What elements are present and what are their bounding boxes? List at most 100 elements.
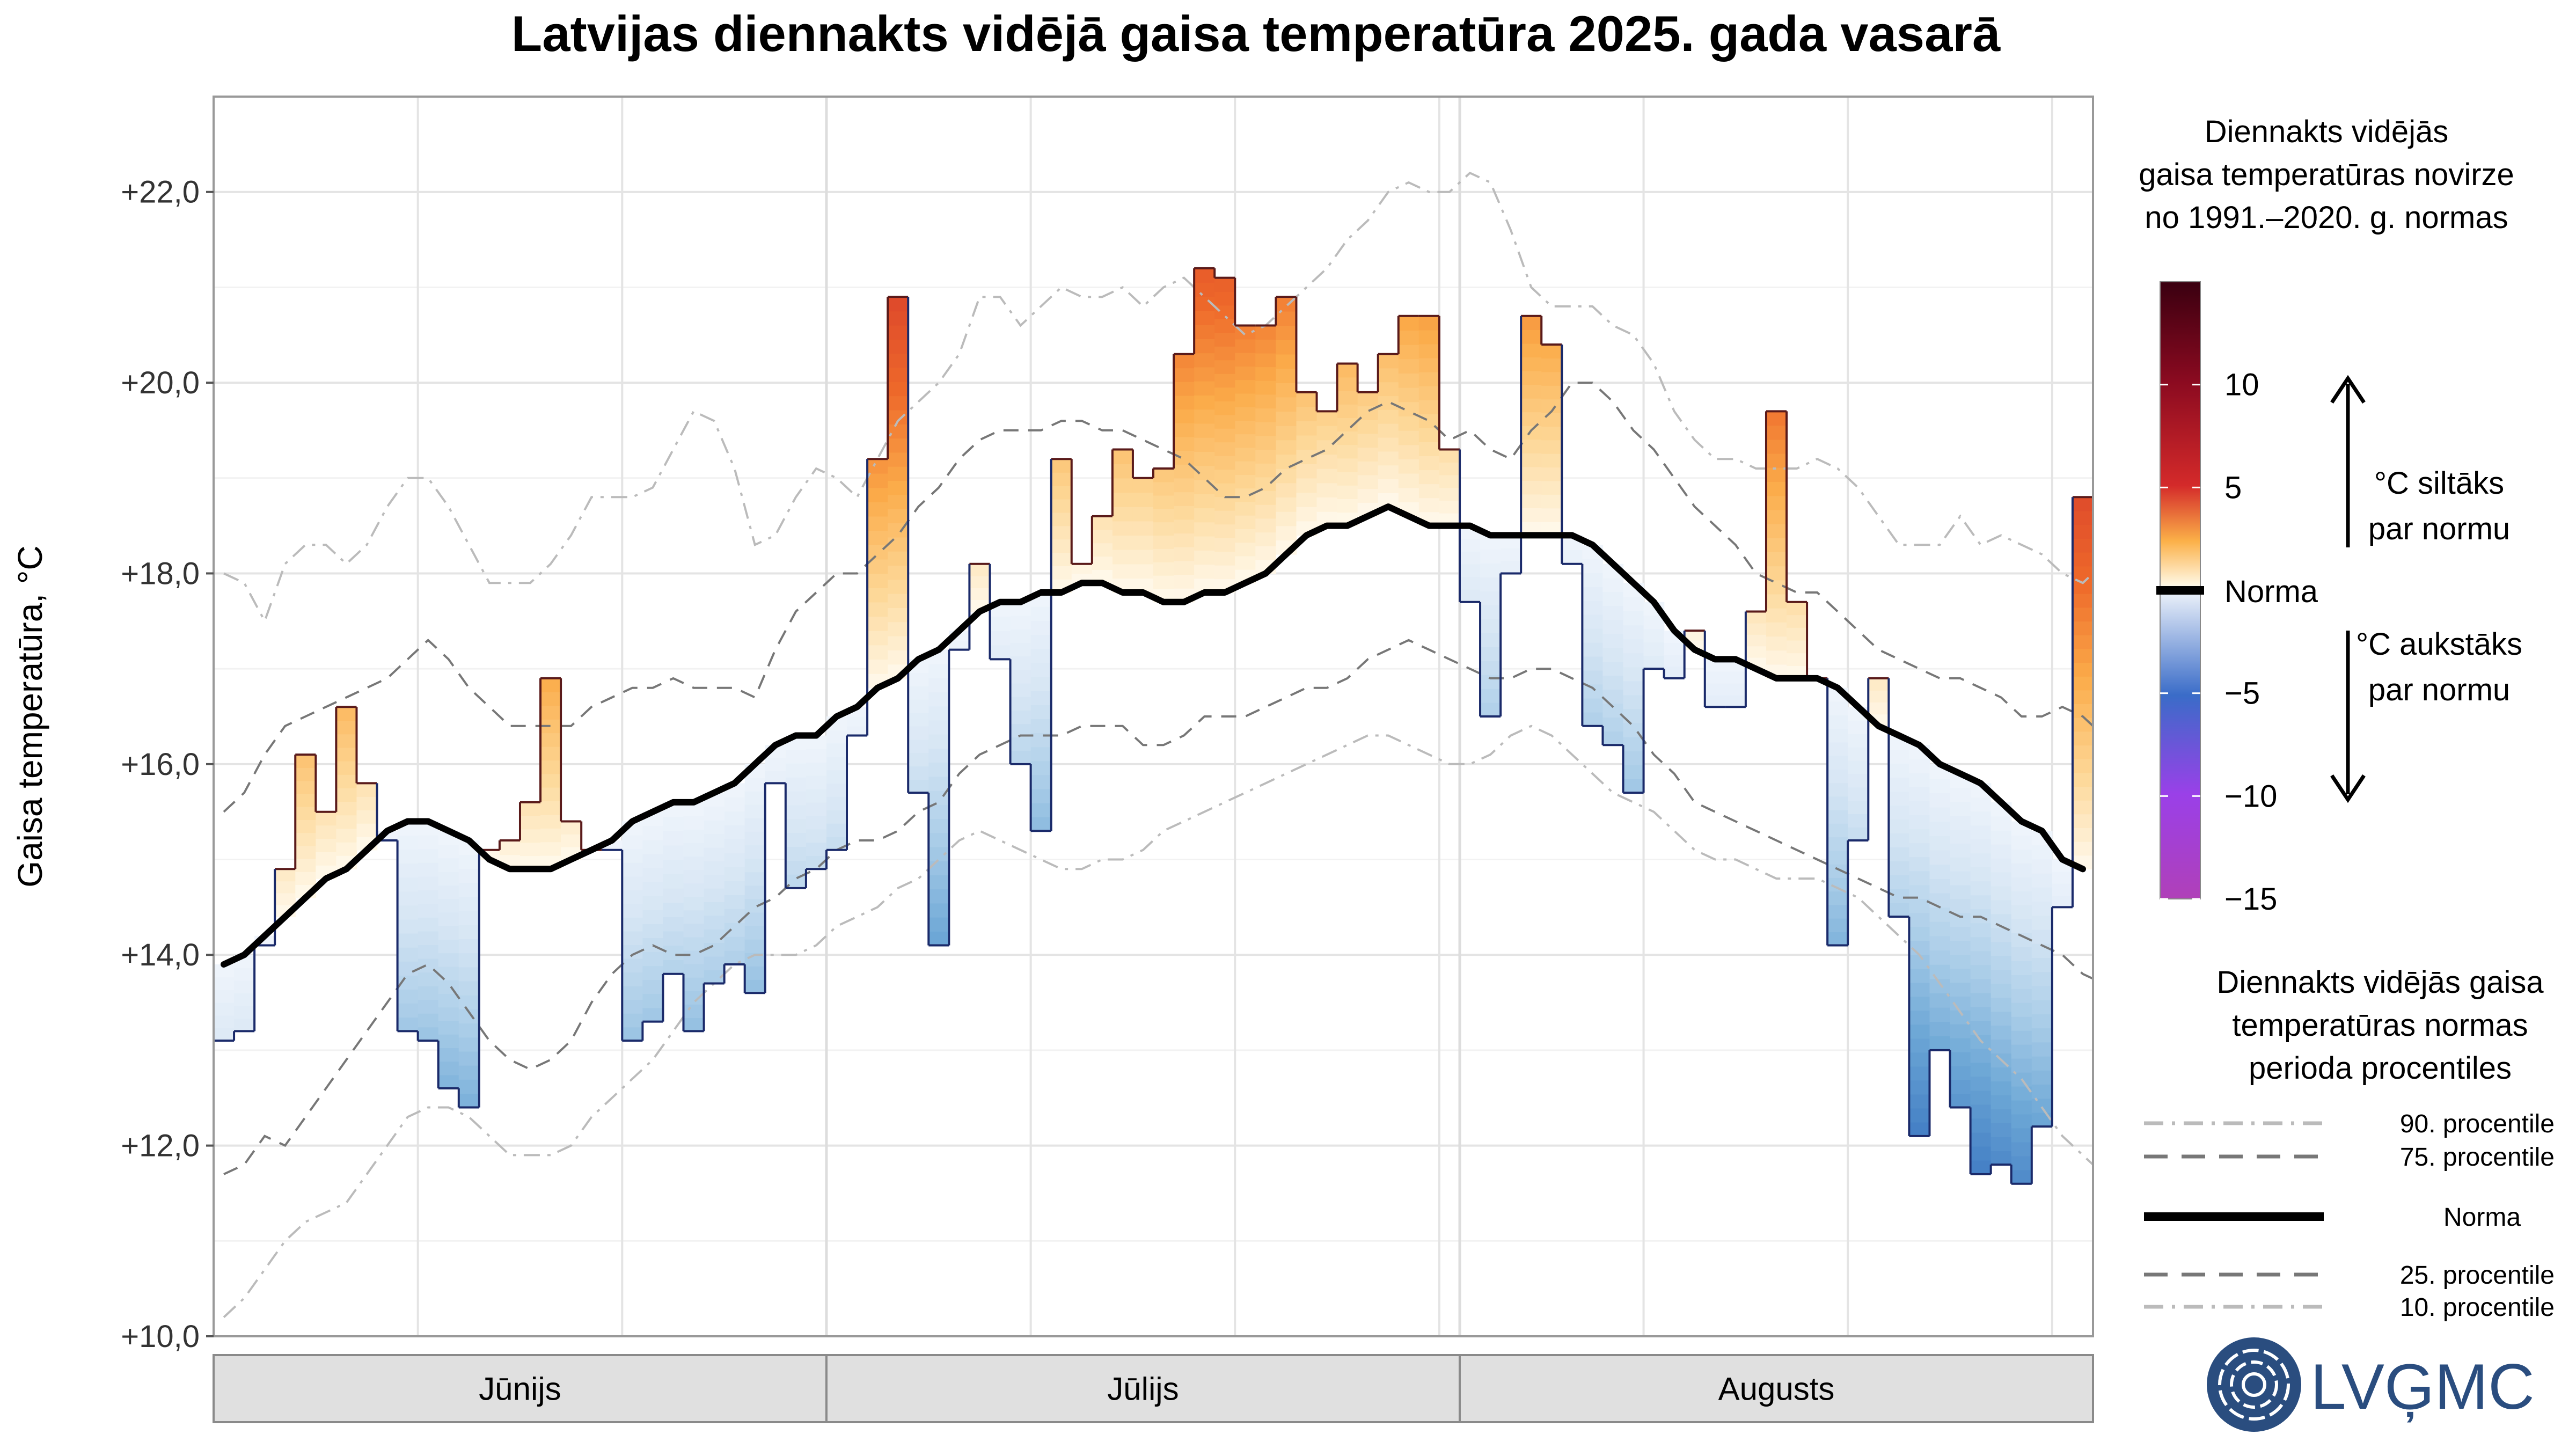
anomaly-day <box>1316 411 1338 526</box>
anomaly-strip <box>418 862 439 877</box>
anomaly-strip <box>969 575 991 588</box>
anomaly-strip <box>1929 778 1951 793</box>
anomaly-strip <box>744 858 766 873</box>
anomaly-strip <box>1848 787 1869 801</box>
anomaly-strip <box>2072 524 2093 539</box>
anomaly-strip <box>418 985 439 1000</box>
anomaly-strip <box>622 848 643 863</box>
anomaly-strip <box>295 845 317 859</box>
anomaly-strip <box>908 752 929 767</box>
anomaly-strip <box>1521 508 1542 522</box>
anomaly-strip <box>928 875 950 890</box>
anomaly-strip <box>1521 453 1542 467</box>
anomaly-strip <box>1112 550 1133 565</box>
anomaly-strip <box>397 863 419 878</box>
anomaly-day <box>1276 297 1297 555</box>
cold-label-line-1: °C aukstāks <box>2356 627 2522 662</box>
anomaly-strip <box>1132 535 1154 550</box>
anomaly-strip <box>2072 772 2093 787</box>
anomaly-strip <box>336 815 357 829</box>
anomaly-strip <box>1521 357 1542 371</box>
anomaly-strip <box>2011 1016 2032 1031</box>
anomaly-strip <box>1521 412 1542 426</box>
anomaly-strip <box>1766 608 1787 623</box>
anomaly-strip <box>458 882 480 897</box>
anomaly-day <box>458 840 480 1108</box>
anomaly-strip <box>1990 969 2012 984</box>
anomaly-strip <box>1929 1007 1951 1022</box>
anomaly-strip <box>1194 451 1215 466</box>
anomaly-strip <box>1378 437 1399 452</box>
anomaly-strip <box>1030 606 1052 621</box>
anomaly-strip <box>295 872 317 885</box>
anomaly-strip <box>540 733 561 747</box>
anomaly-strip <box>1030 662 1052 677</box>
anomaly-strip <box>275 869 296 882</box>
anomaly-strip <box>704 929 725 943</box>
anomaly-strip <box>540 828 561 843</box>
anomaly-strip <box>1909 829 1930 844</box>
anomaly-strip <box>1929 879 1951 894</box>
anomaly-strip <box>1214 291 1235 306</box>
anomaly-strip <box>1950 871 1971 885</box>
anomaly-strip <box>724 825 745 839</box>
anomaly-strip <box>683 1004 705 1018</box>
anomaly-strip <box>458 910 480 925</box>
p90-line <box>223 171 2093 624</box>
anomaly-strip <box>1909 996 1930 1011</box>
anomaly-strip <box>2031 1070 2053 1085</box>
anomaly-strip <box>1909 1010 1930 1025</box>
anomaly-strip <box>990 616 1011 631</box>
anomaly-strip <box>438 871 459 885</box>
anomaly-strip <box>540 692 561 706</box>
anomaly-strip <box>1480 633 1501 647</box>
anomaly-strip <box>438 1020 459 1035</box>
anomaly-strip <box>336 720 357 735</box>
anomaly-day <box>1848 707 1869 841</box>
anomaly-strip <box>724 950 745 965</box>
anomaly-strip <box>928 706 950 721</box>
anomaly-strip <box>1929 907 1951 922</box>
anomaly-strip <box>1439 462 1460 475</box>
anomaly-strip <box>1214 469 1235 484</box>
anomaly-strip <box>724 839 745 853</box>
y-tick-label: +16,0 <box>121 747 200 782</box>
anomaly-strip <box>622 1027 643 1041</box>
anomaly-strip <box>1950 1037 1971 1052</box>
y-tick-label: +20,0 <box>121 365 200 400</box>
y-tick-label: +18,0 <box>121 556 200 591</box>
anomaly-strip <box>1480 619 1501 633</box>
anomaly-strip <box>622 985 643 1000</box>
anomaly-strip <box>2031 915 2053 930</box>
anomaly-strip <box>1255 394 1277 409</box>
anomaly-strip <box>1970 1048 1992 1063</box>
anomaly-strip <box>1602 647 1624 662</box>
anomaly-strip <box>458 953 480 968</box>
anomaly-strip <box>1194 494 1215 509</box>
anomaly-strip <box>438 993 459 1008</box>
anomaly-strip <box>234 967 255 981</box>
anomaly-strip <box>1255 491 1277 505</box>
anomaly-strip <box>1276 340 1297 355</box>
anomaly-strip <box>1296 392 1318 407</box>
anomaly-strip <box>1970 797 1992 812</box>
anomaly-day <box>1357 392 1379 517</box>
anomaly-day <box>1745 611 1767 669</box>
anomaly-strip <box>1745 623 1767 635</box>
anomaly-strip <box>1378 354 1399 369</box>
anomaly-strip <box>1418 497 1440 513</box>
anomaly-strip <box>1337 444 1358 459</box>
anomaly-strip <box>1337 499 1358 513</box>
anomaly-strip <box>418 931 439 946</box>
anomaly-day <box>1255 325 1277 574</box>
anomaly-strip <box>1480 605 1501 619</box>
anomaly-strip <box>704 874 725 889</box>
anomaly-strip <box>1623 765 1644 779</box>
anomaly-strip <box>1950 1093 1971 1108</box>
anomaly-strip <box>1909 1038 1930 1053</box>
anomaly-strip <box>1030 760 1052 775</box>
anomaly-strip <box>1194 437 1215 452</box>
anomaly-day <box>1929 764 1951 1051</box>
anomaly-strip <box>1276 325 1297 340</box>
anomaly-strip <box>1153 495 1174 509</box>
